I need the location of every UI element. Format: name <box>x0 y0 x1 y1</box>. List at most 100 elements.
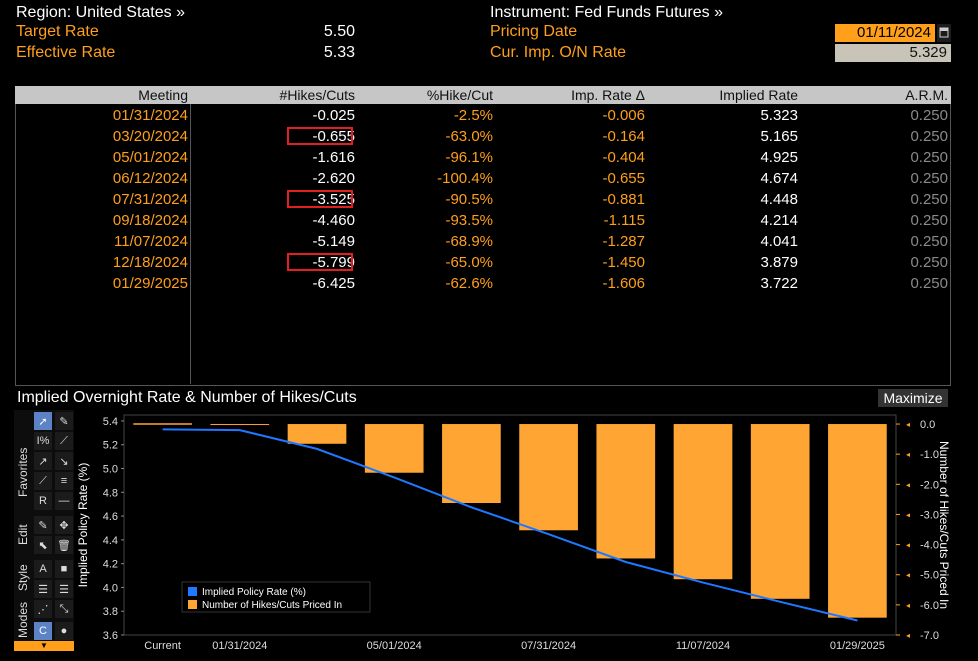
y2-tick-label: -6.0 <box>920 600 939 612</box>
crosshair-tool-icon[interactable]: ✥ <box>55 516 73 534</box>
table-row[interactable]: 11/07/2024 -5.149 -68.9% -1.287 4.041 0.250 <box>15 231 951 252</box>
zoom-tool-icon[interactable]: ⤡ <box>55 600 73 618</box>
cell-arm: 0.250 <box>910 149 948 166</box>
line-tool-icon[interactable]: ⟋ <box>55 432 73 450</box>
cell-meeting: 11/07/2024 <box>114 233 188 250</box>
legend-label-hikes: Number of Hikes/Cuts Priced In <box>202 600 342 611</box>
col-header-delta[interactable]: Imp. Rate Δ <box>571 87 645 103</box>
effective-rate-value: 5.33 <box>323 44 355 61</box>
cell-hikes: -2.620 <box>312 170 355 187</box>
cell-hikes: -5.799 <box>312 254 355 271</box>
y-tick-label: 5.4 <box>103 416 118 428</box>
fill-color-icon[interactable]: ■ <box>55 560 73 578</box>
trash-icon[interactable]: 🗑 <box>55 536 73 554</box>
cell-arm: 0.250 <box>910 128 948 145</box>
target-rate-label: Target Rate <box>16 23 99 40</box>
cell-arm: 0.250 <box>910 212 948 229</box>
cell-arm: 0.250 <box>910 107 948 124</box>
y-tick-label: 5.2 <box>103 440 118 452</box>
y2-tick-arrow: ◂ <box>906 420 910 429</box>
cell-implied: 4.674 <box>760 170 798 187</box>
y-axis-label: Implied Policy Rate (%) <box>76 463 90 588</box>
color-palette-icon[interactable]: ● <box>55 622 73 640</box>
cur-imp-rate-label: Cur. Imp. O/N Rate <box>490 44 627 61</box>
cell-hikes: -1.616 <box>312 149 355 166</box>
y2-tick-label: -5.0 <box>920 570 939 582</box>
cell-hikes: -6.425 <box>312 275 355 292</box>
cell-delta: -0.881 <box>602 191 645 208</box>
pointer-tool-icon[interactable]: ➚ <box>34 412 52 430</box>
x-tick-label: Current <box>144 640 181 652</box>
cell-implied: 4.214 <box>760 212 798 229</box>
y2-tick-label: 0.0 <box>920 419 935 431</box>
font-tool-icon[interactable]: A <box>34 560 52 578</box>
percent-tool-icon[interactable]: I% <box>34 432 52 450</box>
table-row[interactable]: 06/12/2024 -2.620 -100.4% -0.655 4.674 0.250 <box>15 168 951 189</box>
col-header-meeting[interactable]: Meeting <box>138 87 188 103</box>
cell-implied: 4.925 <box>760 149 798 166</box>
target-rate-value: 5.50 <box>323 23 355 40</box>
col-header-pct[interactable]: %Hike/Cut <box>426 87 493 103</box>
cell-delta: -1.115 <box>603 212 645 229</box>
col-header-arm[interactable]: A.R.M. <box>905 87 948 103</box>
trend-tool-icon[interactable]: ⟋ <box>34 472 52 490</box>
maximize-button[interactable]: Maximize <box>878 389 948 407</box>
legend-label-rate: Implied Policy Rate (%) <box>202 587 306 598</box>
meetings-table <box>15 86 951 386</box>
cell-pct: -65.0% <box>445 254 493 271</box>
dashed-line-icon[interactable]: ⋰ <box>34 600 52 618</box>
tab-style[interactable]: Style <box>16 564 30 592</box>
cell-delta: -1.287 <box>602 233 645 250</box>
pricing-date-input[interactable]: 01/11/2024 <box>835 24 935 42</box>
y-tick-label: 4.0 <box>103 582 118 594</box>
y-tick-label: 4.2 <box>103 559 118 571</box>
x-tick-label: 05/01/2024 <box>367 640 422 652</box>
table-row[interactable]: 01/31/2024 -0.025 -2.5% -0.006 5.323 0.250 <box>15 105 951 126</box>
cell-pct: -90.5% <box>445 191 493 208</box>
table-row[interactable]: 01/29/2025 -6.425 -62.6% -1.606 3.722 0.250 <box>15 273 951 294</box>
y2-tick-label: -7.0 <box>920 630 939 642</box>
hikes-bar <box>287 424 347 444</box>
cell-pct: -63.0% <box>445 128 493 145</box>
y2-tick-arrow: ◂ <box>906 510 910 519</box>
tab-modes[interactable]: Modes <box>16 601 30 639</box>
cell-meeting: 01/31/2024 <box>112 107 188 124</box>
tab-edit[interactable]: Edit <box>16 524 30 546</box>
line-weight-icon[interactable]: ☰ <box>55 580 73 598</box>
cell-implied: 3.879 <box>760 254 798 271</box>
toolbar-expand-icon[interactable]: ▼ <box>14 641 74 651</box>
region-link[interactable]: Region: United States » <box>16 4 185 21</box>
y-tick-label: 3.8 <box>103 606 118 618</box>
draw-tool-icon[interactable]: ✎ <box>34 516 52 534</box>
line-style-icon[interactable]: ☰ <box>34 580 52 598</box>
y-tick-label: 5.0 <box>103 464 118 476</box>
table-row[interactable]: 07/31/2024 -3.525 -90.5% -0.881 4.448 0.250 <box>15 189 951 210</box>
col-header-implied[interactable]: Implied Rate <box>719 87 798 103</box>
cell-delta: -1.450 <box>602 254 645 271</box>
tab-favorites[interactable]: Favorites <box>16 447 30 497</box>
y2-tick-arrow: ◂ <box>906 631 910 640</box>
table-row[interactable]: 05/01/2024 -1.616 -96.1% -0.404 4.925 0.250 <box>15 147 951 168</box>
cell-delta: -1.606 <box>602 275 645 292</box>
table-row[interactable]: 09/18/2024 -4.460 -93.5% -1.115 4.214 0.250 <box>15 210 951 231</box>
instrument-link[interactable]: Instrument: Fed Funds Futures » <box>490 4 723 21</box>
x-tick-label: 01/31/2024 <box>212 640 267 652</box>
channel-tool-icon[interactable]: ≡ <box>55 472 73 490</box>
hline-tool-icon[interactable]: — <box>55 492 73 510</box>
highlight-box <box>287 253 353 271</box>
col-header-hikes[interactable]: #Hikes/Cuts <box>279 87 355 103</box>
cell-meeting: 07/31/2024 <box>112 191 188 208</box>
highlight-box <box>287 190 353 208</box>
implied-rate-line <box>162 428 858 622</box>
table-row[interactable]: 03/20/2024 -0.655 -63.0% -0.164 5.165 0.250 <box>15 126 951 147</box>
ray-tool-icon[interactable]: R <box>34 492 52 510</box>
arrow-down-tool-icon[interactable]: ↘ <box>55 452 73 470</box>
pen-tool-icon[interactable]: ✎ <box>55 412 73 430</box>
calendar-icon[interactable] <box>937 24 951 42</box>
hikes-bar <box>596 424 656 559</box>
magnet-icon[interactable]: C <box>34 622 52 640</box>
cell-pct: -96.1% <box>445 149 493 166</box>
select-tool-icon[interactable]: ⬉ <box>34 536 52 554</box>
table-row[interactable]: 12/18/2024 -5.799 -65.0% -1.450 3.879 0.250 <box>15 252 951 273</box>
arrow-up-tool-icon[interactable]: ↗ <box>34 452 52 470</box>
